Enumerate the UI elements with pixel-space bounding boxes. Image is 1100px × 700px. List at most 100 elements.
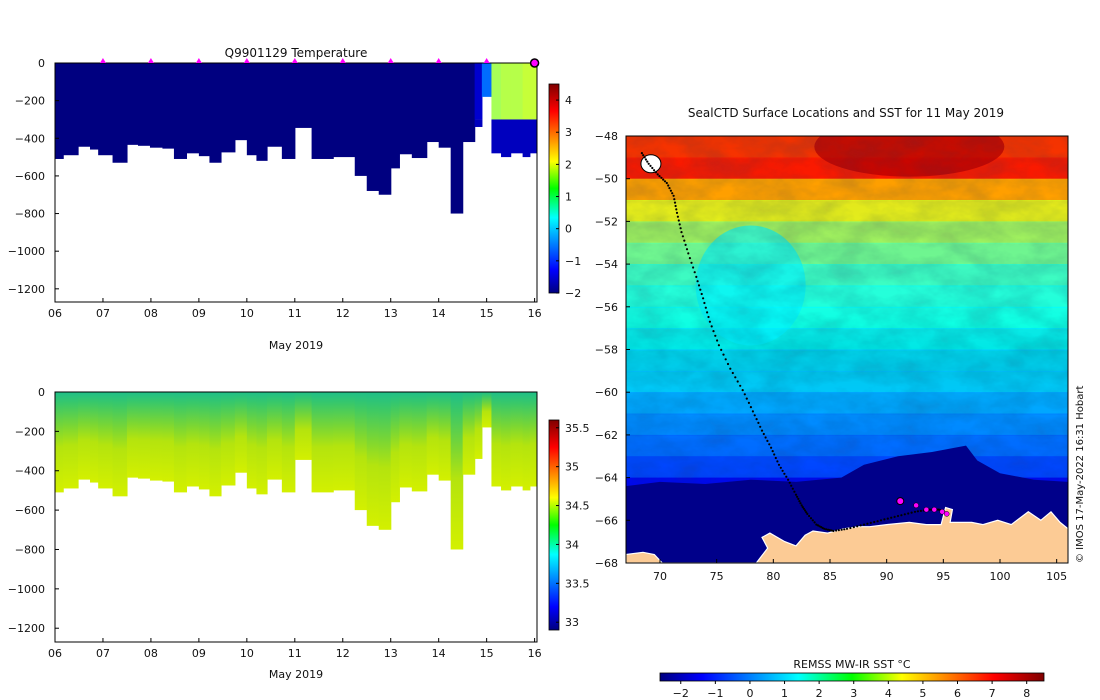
temperature-profile-cell: [529, 119, 537, 154]
track-point: [668, 187, 671, 190]
track-point: [646, 160, 649, 163]
track-point: [673, 201, 677, 204]
x-tick-label: 14: [432, 647, 446, 660]
y-tick-label: 0: [38, 386, 45, 399]
salinity-profile-cell: [246, 392, 258, 489]
colorbar-tick-label: 4: [565, 94, 572, 107]
track-point: [766, 439, 769, 442]
temperature-profile-cell: [55, 63, 64, 159]
track-point: [768, 443, 771, 446]
y-tick-label: 0: [38, 57, 45, 70]
track-point: [674, 204, 677, 208]
colorbar-tick-label: 35: [565, 461, 579, 474]
map-x-tick-label: 85: [823, 570, 837, 583]
track-point: [747, 401, 751, 404]
salinity-profile-cell: [256, 392, 268, 495]
x-tick-label: 16: [528, 307, 542, 320]
map-plot-area: [626, 136, 1068, 563]
map-y-tick-label: −48: [595, 130, 618, 143]
y-tick-label: −200: [15, 95, 45, 108]
track-point: [801, 506, 804, 509]
track-point: [678, 223, 681, 226]
track-point: [688, 257, 692, 260]
track-point: [647, 162, 650, 165]
track-point: [771, 450, 774, 453]
salinity-profile-cell: [162, 392, 175, 482]
temperature-profile-cell: [220, 63, 236, 153]
map-x-tick-label: 70: [653, 570, 667, 583]
track-point: [753, 414, 756, 417]
temperature-profile-cell: [411, 63, 428, 159]
x-tick-label: 15: [480, 307, 494, 320]
track-point: [907, 512, 910, 515]
track-point: [852, 526, 855, 529]
track-point: [823, 527, 826, 530]
salinity-profile-cell: [55, 392, 64, 493]
track-point: [788, 481, 791, 484]
track-point: [685, 248, 689, 251]
track-point: [693, 271, 696, 274]
temperature-profile-cell: [474, 119, 483, 127]
x-tick-label: 06: [48, 647, 62, 660]
salinity-profile-cell: [78, 392, 91, 480]
track-point: [802, 507, 806, 510]
track-point: [662, 178, 665, 181]
colorbar-tick-label: 33: [565, 616, 579, 629]
y-tick-label: −1200: [8, 283, 45, 296]
salinity-profile-cell: [510, 392, 524, 487]
surface-location-marker: [931, 506, 938, 513]
surface-location-marker: [939, 509, 945, 515]
track-point: [811, 519, 814, 522]
salinity-profile-cell: [198, 392, 211, 490]
track-point: [755, 418, 758, 421]
salinity-profile-cell: [234, 392, 248, 473]
track-point: [791, 487, 794, 490]
colorbar-tick-label: 35.5: [565, 422, 590, 435]
track-point: [869, 521, 872, 525]
profile-marker: [435, 58, 442, 63]
track-point: [830, 529, 833, 532]
salinity-profile-cell: [522, 392, 531, 491]
track-point: [773, 453, 776, 456]
temperature-profile-cell: [173, 63, 188, 159]
colorbar-tick-label: −1: [565, 255, 581, 268]
track-point: [651, 166, 654, 170]
salinity-profile-cell: [98, 392, 114, 489]
track-point: [745, 397, 748, 400]
temperature-profile-cell: [63, 63, 79, 156]
track-point: [703, 301, 706, 305]
x-tick-label: 15: [480, 647, 494, 660]
track-point: [717, 344, 721, 347]
sst-colorbar-label: REMSS MW-IR SST °C: [793, 658, 911, 671]
sst-colorbar: [659, 672, 1045, 682]
track-point: [643, 156, 646, 159]
track-point: [712, 330, 715, 333]
track-point: [669, 189, 673, 192]
surface-location-marker: [896, 497, 905, 506]
track-point: [845, 527, 849, 530]
map-x-tick-label: 80: [766, 570, 780, 583]
track-point: [665, 181, 668, 185]
track-point: [840, 528, 843, 531]
track-point: [680, 231, 683, 234]
track-point: [910, 511, 913, 514]
track-point: [813, 521, 816, 524]
track-point: [696, 280, 699, 283]
temperature-profile-cell: [198, 63, 211, 157]
track-point: [764, 436, 767, 439]
track-point: [785, 475, 788, 478]
x-tick-label: 11: [288, 647, 302, 660]
y-tick-label: −600: [15, 170, 45, 183]
profile-marker: [147, 58, 154, 63]
track-point: [749, 406, 753, 409]
track-point: [876, 520, 879, 523]
temperature-profile-cell: [474, 63, 483, 120]
track-point: [684, 243, 687, 246]
temperature-profile-cell: [266, 63, 283, 147]
x-tick-label: 09: [192, 647, 206, 660]
track-point: [716, 339, 719, 342]
track-point: [913, 510, 917, 513]
salinity-axes-frame: [54, 391, 538, 643]
colorbar-tick-label: 34.5: [565, 500, 590, 513]
track-point: [729, 367, 732, 370]
